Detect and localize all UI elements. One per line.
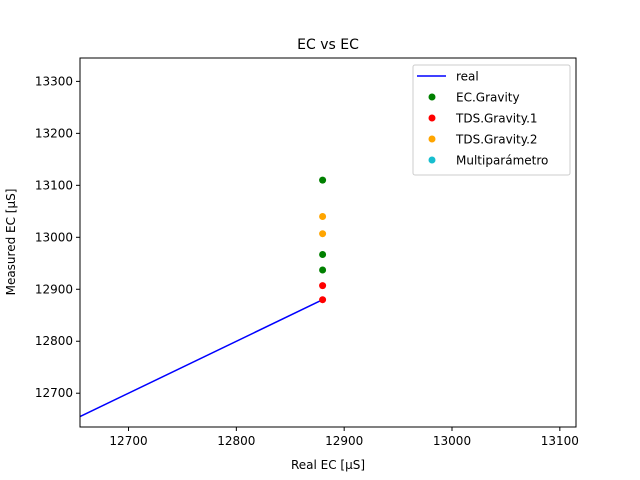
x-tick-label: 13100 <box>541 434 579 448</box>
legend-box <box>412 64 571 176</box>
legend-label: TDS.Gravity.1 <box>455 112 538 126</box>
chart-title: EC vs EC <box>297 37 359 53</box>
scatter-point <box>319 230 327 238</box>
plot-area <box>79 57 577 428</box>
y-tick-label: 13100 <box>35 178 73 192</box>
legend-dot-swatch <box>428 93 436 101</box>
x-axis-label: Real EC [μS] <box>291 458 365 472</box>
plot-marks <box>79 176 327 418</box>
legend-label: EC.Gravity <box>456 91 520 105</box>
legend-label: Multiparámetro <box>456 154 548 168</box>
x-tick-label: 12800 <box>217 434 255 448</box>
legend: real EC.Gravity TDS.Gravity.1 TDS.Gravity.2… <box>412 64 571 176</box>
scatter-point <box>319 296 327 304</box>
legend-label: real <box>456 70 479 84</box>
legend-label: TDS.Gravity.2 <box>455 133 538 147</box>
y-tick-label: 13300 <box>35 74 73 88</box>
scatter-point <box>319 213 327 220</box>
x-tick-label: 12700 <box>109 434 147 448</box>
legend-dot-swatch <box>428 135 436 143</box>
legend-dot-swatch <box>428 156 436 164</box>
y-tick-label: 12900 <box>35 282 73 296</box>
y-axis-label: Measured EC [μS] <box>4 189 18 296</box>
scatter-point <box>319 266 327 274</box>
scatter-point <box>319 251 327 258</box>
legend-dot-swatch <box>428 114 436 122</box>
y-tick-label: 12700 <box>35 386 73 400</box>
y-tick-label: 12800 <box>35 334 73 348</box>
x-tick-label: 13000 <box>433 434 471 448</box>
y-tick-label: 13000 <box>35 230 73 244</box>
series-line-real <box>79 299 323 418</box>
y-tick-label: 13200 <box>35 126 73 140</box>
x-axis: 12700 12800 12900 13000 13100 <box>109 427 579 448</box>
scatter-point <box>319 176 327 184</box>
x-tick-label: 12900 <box>325 434 363 448</box>
y-axis: 12700 12800 12900 13000 13100 13200 13300 <box>35 74 80 400</box>
scatter-point <box>319 282 327 290</box>
